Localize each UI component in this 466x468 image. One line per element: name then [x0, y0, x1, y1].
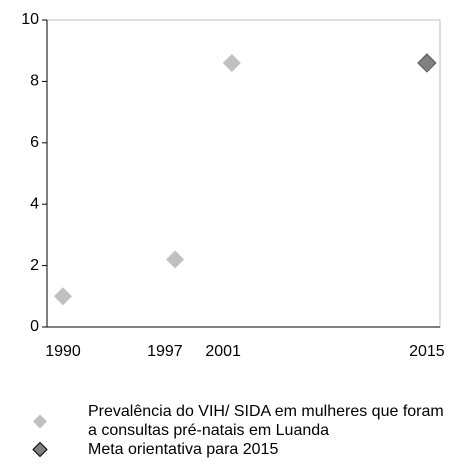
legend-label: Prevalência do VIH/ SIDA em mulheres que…: [88, 403, 444, 439]
plot-border: [46, 19, 441, 328]
legend-label: Meta orientativa para 2015: [88, 441, 279, 458]
point: [166, 250, 185, 269]
y-tick-label: 10: [21, 11, 39, 28]
legend-swatch: [33, 414, 47, 429]
y-tick-label: 4: [30, 195, 39, 212]
chart: 0 2 4 6 8 10 1990 1997 2001 2015: [21, 11, 445, 360]
x-tick-label: 1997: [147, 343, 183, 360]
legend: Prevalência do VIH/ SIDA em mulheres que…: [30, 402, 450, 459]
x-tick-label: 1990: [45, 343, 81, 360]
y-tick-label: 2: [30, 257, 39, 274]
x-tick-label: 2015: [409, 343, 445, 360]
y-tick-label: 8: [30, 73, 39, 90]
x-tick-label: 2001: [205, 343, 241, 360]
point: [222, 53, 241, 72]
point: [54, 287, 73, 306]
y-tick-label: 6: [30, 134, 39, 151]
legend-marker: [33, 414, 47, 429]
legend-item: Meta orientativa para 2015: [30, 440, 450, 459]
legend-marker: [32, 441, 48, 458]
legend-item: Prevalência do VIH/ SIDA em mulheres que…: [30, 402, 450, 440]
y-tick-label: 0: [30, 318, 39, 335]
legend-swatch: [32, 441, 48, 458]
point: [417, 53, 437, 73]
